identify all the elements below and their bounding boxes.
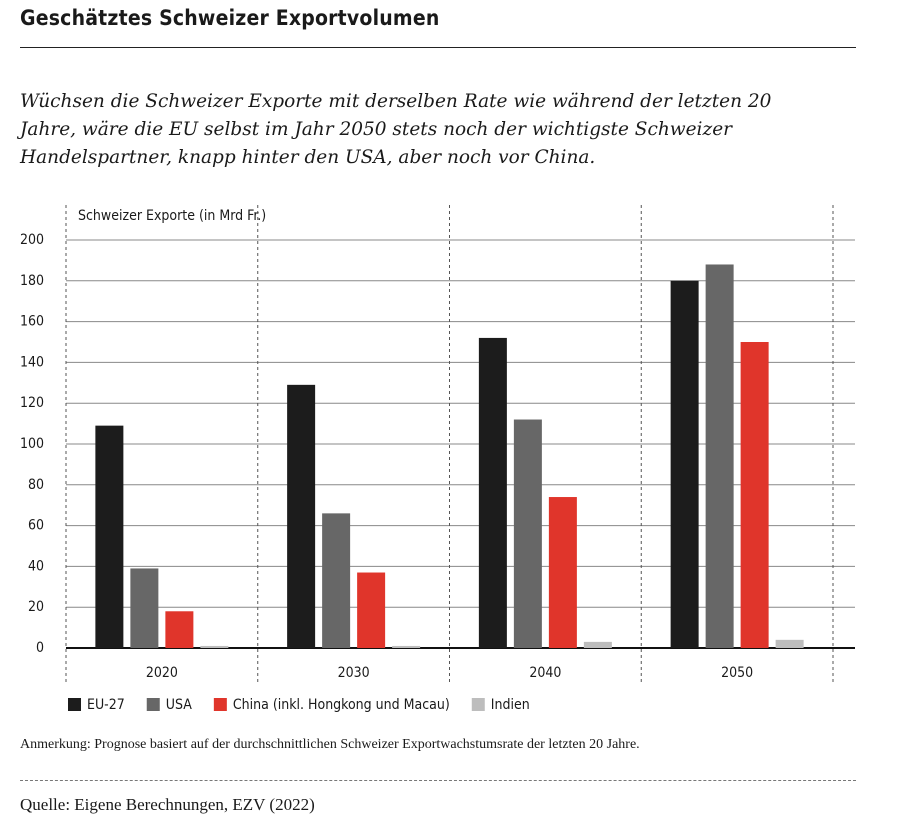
bar — [130, 568, 159, 648]
bar — [200, 645, 229, 648]
bar — [287, 384, 316, 648]
bar — [322, 513, 351, 648]
y-tick-label: 120 — [20, 395, 44, 411]
y-tick-label: 200 — [20, 232, 44, 248]
bar — [95, 425, 124, 648]
y-tick-label: 0 — [36, 640, 44, 656]
legend-swatch — [471, 698, 485, 711]
y-tick-label: 180 — [20, 273, 44, 289]
legend-label: USA — [166, 697, 192, 713]
legend-label: EU-27 — [87, 697, 125, 713]
legend-swatch — [213, 698, 227, 711]
y-tick-label: 160 — [20, 314, 44, 330]
bar — [478, 337, 507, 648]
note: Anmerkung: Prognose basiert auf der durc… — [20, 737, 640, 752]
bar — [548, 497, 577, 648]
subtitle: Wüchsen die Schweizer Exporte mit dersel… — [20, 91, 772, 168]
separator — [20, 780, 856, 781]
title: Geschätztes Schweizer Exportvolumen — [20, 6, 440, 30]
y-tick-label: 40 — [28, 558, 44, 574]
bar — [165, 611, 194, 648]
bar — [513, 419, 542, 648]
bar — [357, 572, 386, 648]
bar — [740, 342, 769, 648]
y-tick-label: 80 — [28, 477, 44, 493]
bar — [583, 641, 612, 648]
bar — [392, 645, 421, 648]
legend-label: Indien — [491, 697, 530, 713]
source: Quelle: Eigene Berechnungen, EZV (2022) — [20, 795, 315, 814]
legend-swatch — [146, 698, 160, 711]
rule — [20, 47, 856, 48]
legend-label: China (inkl. Hongkong und Macau) — [233, 697, 450, 713]
y-tick-label: 60 — [28, 518, 44, 534]
legend-swatch — [68, 698, 81, 711]
y-axis-label: Schweizer Exporte (in Mrd Fr.) — [78, 208, 266, 224]
y-tick-label: 140 — [20, 354, 44, 370]
bar — [775, 639, 804, 648]
bar — [705, 264, 734, 648]
x-tick-label: 2020 — [146, 665, 178, 681]
bar — [670, 280, 699, 648]
y-tick-label: 100 — [20, 436, 44, 452]
x-tick-label: 2050 — [721, 665, 753, 681]
y-tick-label: 20 — [28, 599, 44, 615]
x-tick-label: 2040 — [529, 665, 561, 681]
x-tick-label: 2030 — [338, 665, 370, 681]
